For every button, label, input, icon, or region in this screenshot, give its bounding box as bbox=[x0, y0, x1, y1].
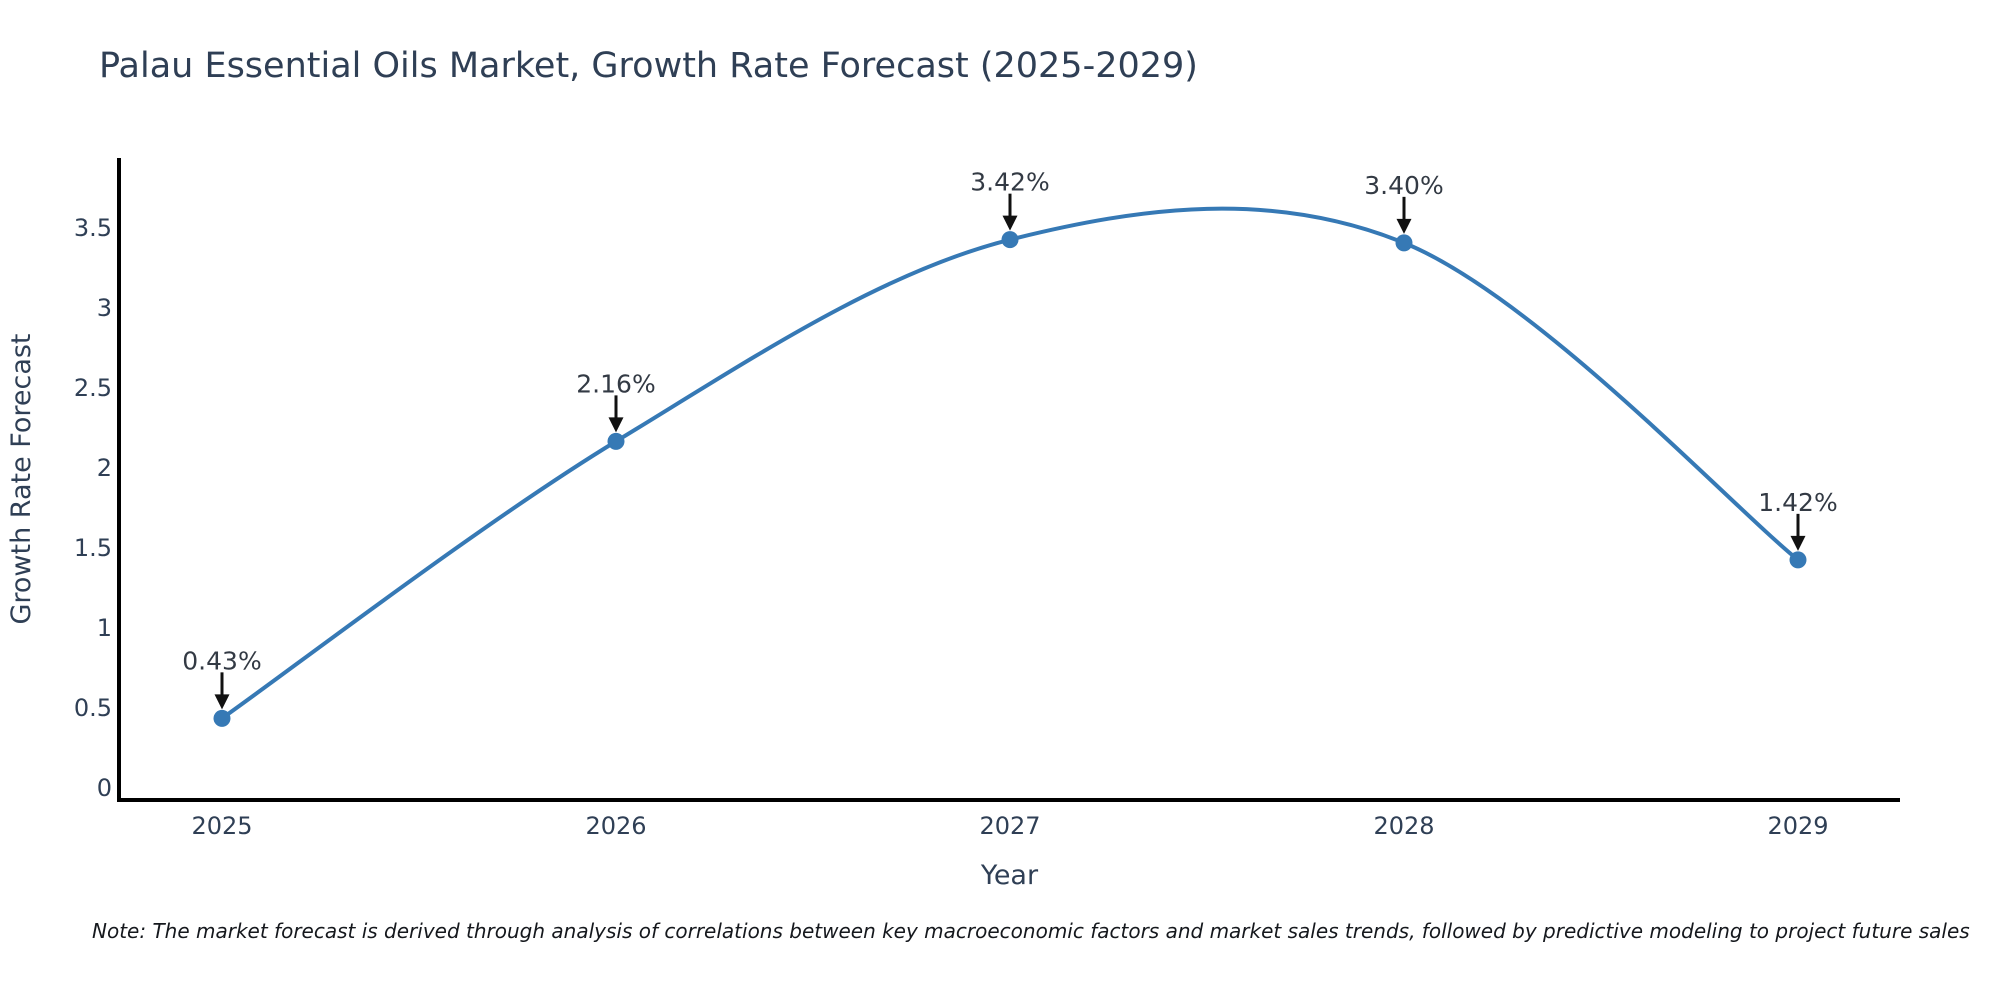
y-tick-label: 2.5 bbox=[74, 374, 112, 402]
x-tick-label: 2027 bbox=[979, 812, 1040, 840]
x-tick-label: 2026 bbox=[585, 812, 646, 840]
annotation-arrowhead bbox=[1002, 215, 1018, 231]
y-tick-label: 3.5 bbox=[74, 214, 112, 242]
annotation-arrowhead bbox=[608, 417, 624, 433]
y-tick-label: 0 bbox=[97, 774, 112, 802]
annotation-label: 3.42% bbox=[970, 168, 1049, 197]
x-tick-label: 2029 bbox=[1767, 812, 1828, 840]
y-axis-title: Growth Rate Forecast bbox=[6, 333, 37, 624]
data-point-marker bbox=[213, 709, 231, 727]
footnote: Note: The market forecast is derived thr… bbox=[92, 919, 1970, 943]
data-point-marker bbox=[1789, 551, 1807, 569]
x-axis-title: Year bbox=[980, 860, 1039, 891]
y-tick-label: 1 bbox=[97, 614, 112, 642]
data-point-marker bbox=[1395, 234, 1413, 252]
x-tick-label: 2025 bbox=[191, 812, 252, 840]
y-tick-label: 2 bbox=[97, 454, 112, 482]
annotation-label: 3.40% bbox=[1364, 171, 1443, 200]
annotation-label: 0.43% bbox=[182, 646, 261, 675]
y-tick-label: 1.5 bbox=[74, 534, 112, 562]
x-tick-label: 2028 bbox=[1373, 812, 1434, 840]
forecast-line bbox=[220, 206, 1800, 721]
annotation-arrowhead bbox=[1396, 218, 1412, 234]
annotation-label: 2.16% bbox=[576, 369, 655, 398]
chart-title: Palau Essential Oils Market, Growth Rate… bbox=[99, 46, 1198, 86]
annotation-label: 1.42% bbox=[1758, 488, 1837, 517]
annotation-arrowhead bbox=[1790, 535, 1806, 551]
annotation-arrowhead bbox=[214, 694, 230, 710]
data-point-marker bbox=[607, 432, 625, 450]
y-tick-label: 0.5 bbox=[74, 694, 112, 722]
y-tick-label: 3 bbox=[97, 294, 112, 322]
data-point-marker bbox=[1001, 231, 1019, 249]
